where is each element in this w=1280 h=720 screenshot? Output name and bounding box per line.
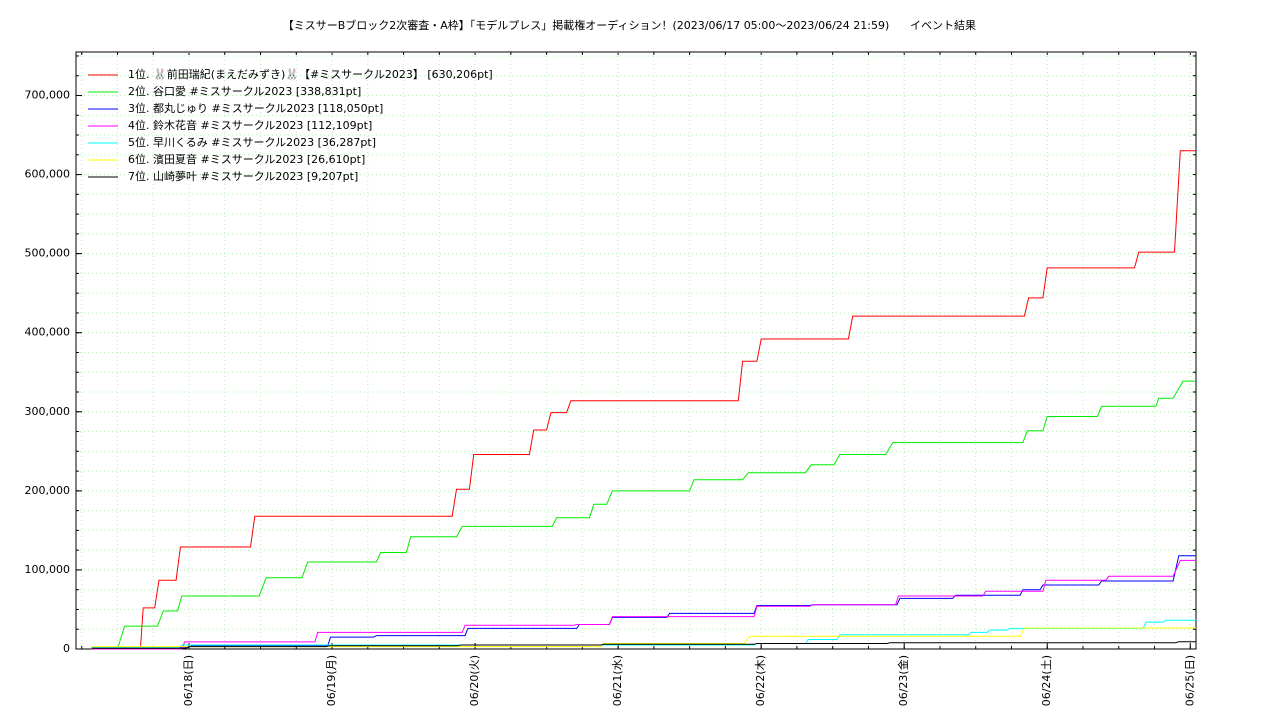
x-tick-label: 06/20(火) [468,655,481,706]
x-tick-label: 06/24(土) [1040,655,1053,706]
y-tick-label: 200,000 [25,484,71,497]
legend-label: 6位. 濱田夏音 #ミスサークル2023 [26,610pt] [128,152,365,166]
x-tick-label: 06/23(金) [896,655,910,706]
x-tick-label: 06/21(水) [611,655,624,706]
y-tick-label: 100,000 [25,563,71,576]
y-tick-label: 600,000 [25,168,71,181]
series-line [91,380,1196,650]
y-tick-label: 700,000 [25,88,71,101]
legend-label: 5位. 早川くるみ #ミスサークル2023 [36,287pt] [128,135,376,149]
legend-label: 4位. 鈴木花音 #ミスサークル2023 [112,109pt] [128,118,372,132]
legend-label: 7位. 山崎夢叶 #ミスサークル2023 [9,207pt] [128,169,358,183]
y-tick-label: 0 [63,642,70,655]
series-line [91,559,1196,650]
y-tick-label: 500,000 [25,247,71,260]
series-line [91,555,1196,648]
series-line [91,641,1196,649]
chart-title: 【ミスサーBブロック2次審査・A枠】「モデルプレス」掲載権オーディション！(20… [283,18,890,32]
plot-frame [75,51,1197,650]
chart-subtitle: イベント結果 [910,18,976,32]
x-tick-label: 06/18(日) [182,655,195,706]
series-line [91,150,1196,650]
x-tick-label: 06/22(木) [754,655,767,706]
series-line [91,619,1196,648]
legend-label: 3位. 都丸じゅり #ミスサークル2023 [118,050pt] [128,101,383,115]
y-tick-label: 300,000 [25,405,71,418]
legend-label: 1位. 🐰前田瑞紀(まえだみずき)🐰【#ミスサークル2023】 [630,206… [128,67,493,81]
series-line [91,627,1196,648]
x-tick-label: 06/19(月) [325,655,338,706]
legend-label: 2位. 谷口愛 #ミスサークル2023 [338,831pt] [128,84,361,98]
y-tick-label: 400,000 [25,326,71,339]
x-tick-label: 06/25(日) [1183,655,1196,706]
